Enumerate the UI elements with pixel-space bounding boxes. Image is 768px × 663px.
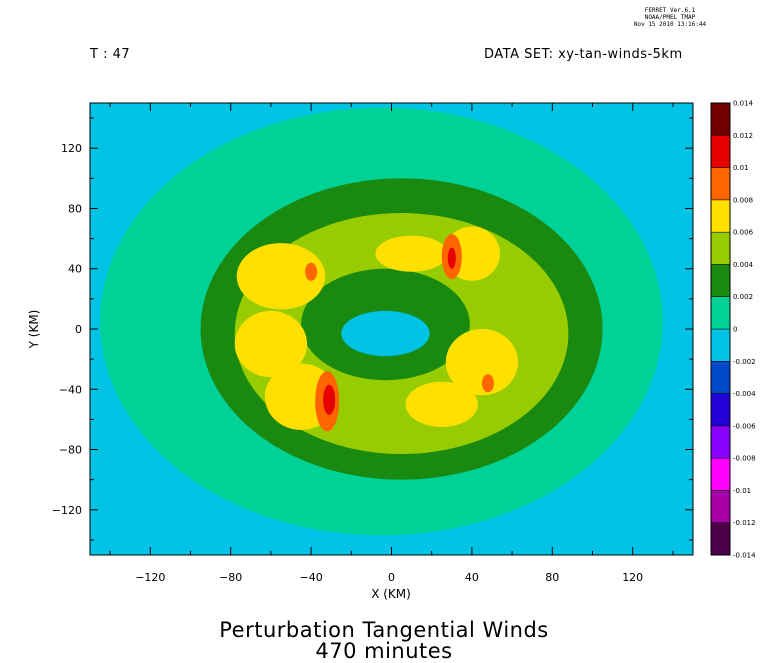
contour-region-4 — [341, 310, 430, 357]
colorbar: -0.014 -0.012 -0.01 -0.008 -0.006 -0.004 -0.00… — [710, 100, 756, 560]
colorbar-label-6: -0.002 — [733, 358, 756, 366]
colorbar-swatch-1 — [710, 490, 731, 523]
dataset-label: DATA SET: xy-tan-winds-5km — [484, 47, 683, 62]
contour-region-15 — [447, 247, 456, 269]
stamp-line-3: Nov 15 2010 13:16:44 — [633, 21, 707, 28]
contour-region-6 — [234, 310, 308, 378]
colorbar-label-2: -0.01 — [733, 487, 751, 495]
colorbar-frame — [710, 102, 731, 556]
y-axis-label: Y (KM) — [27, 310, 41, 350]
contour-region-13 — [323, 384, 336, 415]
x-tick-label-4: 40 — [465, 571, 479, 584]
colorbar-label-4: -0.006 — [733, 422, 756, 430]
x-tick-label-0: −120 — [135, 571, 165, 584]
y-tick-label-1: −80 — [59, 444, 82, 457]
colorbar-swatch-0 — [710, 522, 731, 556]
contour-region-11 — [405, 381, 478, 427]
colorbar-label-0: -0.014 — [733, 552, 756, 560]
colorbar-label-8: 0.002 — [733, 293, 753, 301]
colorbar-label-14: 0.014 — [733, 100, 754, 108]
colorbar-swatch-8 — [710, 264, 731, 297]
chart-title-line-1: Perturbation Tangential Winds — [219, 618, 549, 642]
colorbar-label-13: 0.012 — [733, 132, 753, 140]
time-label: T : 47 — [90, 47, 131, 62]
colorbar-swatch-2 — [710, 457, 731, 491]
y-tick-label-2: −40 — [59, 383, 82, 396]
ferret-stamp: FERRET Ver.6.1 NOAA/PMEL TMAP Nov 15 201… — [620, 7, 720, 28]
contour-region-5 — [236, 243, 326, 310]
colorbar-label-7: 0 — [733, 326, 737, 334]
colorbar-swatch-11 — [710, 167, 731, 201]
colorbar-swatch-9 — [710, 231, 731, 265]
contour-region-17 — [481, 374, 495, 393]
colorbar-swatch-7 — [710, 296, 731, 330]
chart-title-line-2: 470 minutes — [315, 639, 453, 663]
y-tick-label-0: −120 — [52, 504, 82, 517]
colorbar-label-11: 0.008 — [733, 196, 753, 204]
y-tick-label-3: 0 — [75, 323, 82, 336]
colorbar-swatch-12 — [710, 135, 731, 168]
colorbar-swatch-5 — [710, 361, 731, 394]
y-tick-label-4: 40 — [68, 263, 82, 276]
contour-region-10 — [445, 329, 519, 396]
colorbar-label-5: -0.004 — [733, 390, 756, 398]
stamp-line-2: NOAA/PMEL TMAP — [644, 14, 696, 21]
contour-field — [90, 103, 693, 555]
colorbar-label-12: 0.01 — [733, 164, 749, 172]
colorbar-swatch-10 — [710, 199, 731, 233]
colorbar-label-9: 0.004 — [733, 261, 754, 269]
x-tick-label-1: −80 — [219, 571, 242, 584]
x-tick-label-6: 120 — [622, 571, 643, 584]
y-tick-label-6: 120 — [61, 142, 82, 155]
x-tick-label-5: 80 — [545, 571, 559, 584]
colorbar-swatch-3 — [710, 425, 731, 459]
contour-region-8 — [375, 235, 448, 272]
x-axis-label: X (KM) — [371, 587, 411, 601]
contour-region-16 — [305, 262, 318, 281]
stamp-line-1: FERRET Ver.6.1 — [644, 7, 696, 14]
colorbar-swatch-6 — [710, 328, 731, 362]
axis-ticks: −120 −80 −40 0 40 80 120 −120 −80 −40 0 40 80 120 — [52, 103, 693, 584]
colorbar-label-1: -0.012 — [733, 519, 756, 527]
x-tick-label-3: 0 — [388, 571, 395, 584]
colorbar-swatch-4 — [710, 393, 731, 427]
colorbar-label-10: 0.006 — [733, 229, 754, 237]
colorbar-swatch-13 — [710, 102, 731, 136]
y-tick-label-5: 80 — [68, 202, 82, 215]
colorbar-label-3: -0.008 — [733, 455, 756, 463]
chart-title: Perturbation Tangential Winds 470 minute… — [0, 620, 768, 662]
x-tick-label-2: −40 — [299, 571, 322, 584]
